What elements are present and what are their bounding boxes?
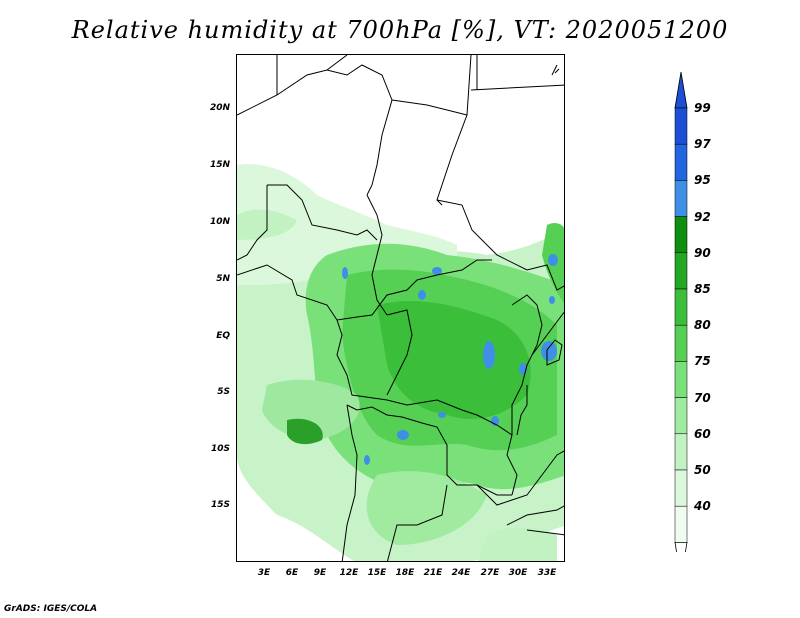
lat-tick-label: 20N	[209, 103, 230, 113]
lat-tick-label: EQ	[216, 331, 230, 341]
colorbar-label: 80	[694, 318, 711, 333]
colorbar-label: 97	[694, 137, 711, 152]
colorbar-segment	[674, 288, 688, 326]
colorbar	[674, 72, 688, 552]
lat-tick-label: 10N	[209, 217, 230, 227]
colorbar-segment	[674, 107, 688, 145]
colorbar-label: 85	[694, 282, 711, 296]
colorbar-label: 95	[694, 173, 711, 188]
colorbar-label: 90	[694, 245, 711, 260]
colorbar-label: 60	[694, 426, 711, 441]
colorbar-label: 40	[694, 499, 711, 514]
lon-tick-label: 24E	[451, 568, 471, 578]
lon-tick-label: 27E	[480, 568, 500, 578]
lon-tick-label: 21E	[423, 568, 443, 578]
lon-tick-label: 12E	[339, 568, 359, 578]
colorbar-segment	[674, 397, 688, 435]
lon-tick-label: 9E	[313, 568, 327, 578]
lon-tick-label: 3E	[257, 568, 271, 578]
lon-tick-label: 18E	[395, 568, 415, 578]
colorbar-top-arrow	[674, 72, 688, 109]
colorbar-segments	[674, 72, 688, 552]
colorbar-segment	[674, 505, 688, 543]
lat-tick-label: 5N	[216, 274, 230, 284]
map-title: Relative humidity at 700hPa [%], VT: 202…	[71, 16, 729, 44]
lon-tick-label: 15E	[367, 568, 387, 578]
colorbar-label: 75	[694, 354, 711, 369]
colorbar-bottom-arrow	[674, 541, 688, 552]
colorbar-label: 50	[694, 463, 711, 477]
colorbar-label: 99	[694, 101, 711, 115]
lon-tick-label: 6E	[285, 568, 299, 578]
colorbar-segment	[674, 433, 688, 471]
colorbar-label: 70	[694, 390, 711, 405]
lat-tick-label: 10S	[210, 444, 230, 454]
humidity-field	[237, 55, 564, 561]
colorbar-segment	[674, 216, 688, 254]
credit-text: GrADS: IGES/COLA	[4, 604, 98, 614]
country-borders	[237, 55, 564, 561]
map-panel	[236, 54, 565, 562]
colorbar-segment	[674, 324, 688, 362]
colorbar-segment	[674, 469, 688, 507]
colorbar-segment	[674, 361, 688, 398]
lon-tick-label: 33E	[537, 568, 557, 578]
colorbar-segment	[674, 143, 688, 181]
colorbar-segment	[674, 180, 688, 217]
lat-tick-label: 5S	[217, 387, 230, 397]
lon-tick-label: 30E	[508, 568, 528, 578]
lat-tick-label: 15N	[209, 160, 230, 170]
colorbar-label: 92	[694, 209, 711, 224]
lat-tick-label: 15S	[210, 500, 230, 510]
humidity-shading	[237, 164, 564, 561]
colorbar-segment	[674, 252, 688, 290]
